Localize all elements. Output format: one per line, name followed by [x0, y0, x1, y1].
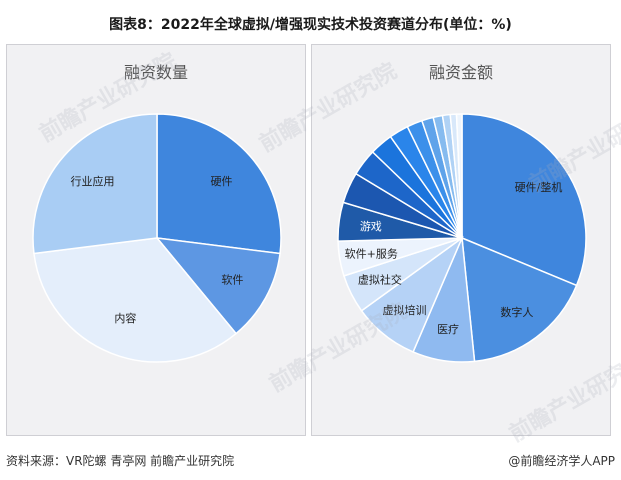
slice-label: 内容: [114, 311, 136, 325]
pie-slice: [32, 113, 158, 255]
brand-note: @前瞻经济学人APP: [508, 454, 615, 468]
slice-label: 虚拟培训: [383, 303, 427, 317]
source-note: 资料来源：VR陀螺 青亭网 前瞻产业研究院: [6, 454, 235, 468]
slice-label: 软件+服务: [345, 246, 398, 260]
slice-label: 数字人: [500, 305, 533, 319]
pie-slice: [156, 113, 282, 255]
slice-label: 软件: [221, 272, 243, 286]
slice-label: 硬件/整机: [515, 180, 563, 194]
pie-panel-amount: 融资金额 硬件/整机数字人医疗 虚拟培训 虚拟社交 软件+服务 游戏: [311, 44, 611, 436]
slice-label: 行业应用: [70, 174, 114, 188]
pie-panel-count: 融资数量 硬件软件内容 行业应用: [6, 44, 306, 436]
slice-label: 硬件: [211, 175, 233, 188]
chart-title: 图表8：2022年全球虚拟/增强现实技术投资赛道分布(单位：%): [109, 17, 512, 33]
pie-slice: [455, 113, 463, 239]
pie-slice: [155, 237, 281, 335]
pie-slice: [461, 113, 587, 287]
slice-label: 游戏: [360, 220, 382, 233]
pie-slice: [33, 237, 238, 363]
slice-label: 医疗: [437, 322, 459, 336]
slice-label: 虚拟社交: [358, 273, 402, 287]
panel-title-amount: 融资金额: [428, 63, 493, 82]
panel-title-count: 融资数量: [123, 63, 188, 82]
pie-slice: [461, 236, 578, 363]
